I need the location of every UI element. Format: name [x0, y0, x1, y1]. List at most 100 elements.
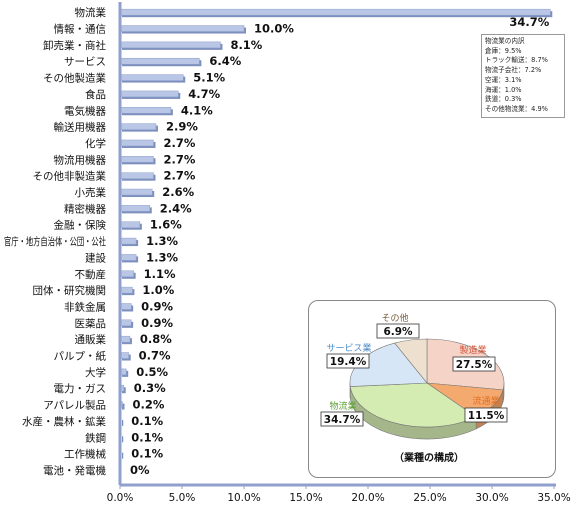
- note-line: トラック輸送：8.7%: [485, 56, 548, 65]
- pie-slice-name: サービス業: [326, 342, 371, 354]
- bar: [119, 8, 551, 16]
- value-label: 10.0%: [254, 22, 294, 36]
- bar-shadow: [122, 419, 124, 426]
- value-label: 0.3%: [134, 381, 166, 395]
- value-label: 0%: [130, 463, 150, 477]
- category-label: パルプ・紙: [54, 350, 107, 363]
- note-title: 物流業の内訳: [485, 37, 525, 45]
- pie-value-box: [320, 411, 364, 427]
- x-tick-label: 20.0%: [351, 492, 384, 504]
- category-label: 団体・研究機関: [33, 284, 107, 297]
- bar: [119, 107, 172, 114]
- category-label: 電力・ガス: [54, 382, 107, 395]
- industry-composition-pie-panel: 製造業 27.5% 流通業 11.5% 物流業 34.7% サービス業 19.4% その他 6.9…: [308, 300, 556, 478]
- category-label: 物流業: [75, 6, 107, 19]
- category-label: 通販業: [75, 333, 107, 346]
- bar: [119, 188, 153, 196]
- bar: [119, 156, 154, 163]
- pie-value-label: 11.5%: [468, 410, 505, 422]
- category-label: 物流用機器: [54, 153, 107, 166]
- category-label: 建設: [85, 251, 106, 264]
- value-label: 1.3%: [146, 250, 178, 264]
- category-label: 情報・通信: [54, 23, 107, 36]
- bar: [119, 254, 137, 261]
- x-tick-label: 25.0%: [413, 492, 446, 504]
- value-label: 34.7%: [509, 15, 549, 29]
- note-line: 空運：3.1%: [485, 75, 522, 84]
- value-label: 0.2%: [132, 398, 164, 412]
- bar: [119, 172, 154, 179]
- x-tick-label: 35.0%: [537, 492, 570, 504]
- note-line: その他物流業：4.9%: [485, 104, 548, 113]
- value-label: 1.0%: [142, 283, 174, 297]
- category-label: 工作機械: [64, 448, 106, 461]
- pie-title: （業種の構成）: [394, 451, 464, 464]
- note-line: 倉庫：9.5%: [485, 46, 522, 55]
- pie-value-box: [464, 407, 508, 423]
- category-label: その他製造業: [43, 72, 106, 85]
- pie-value-label: 34.7%: [324, 414, 361, 426]
- pie-value-label: 19.4%: [330, 356, 367, 368]
- logistics-breakdown-note: 物流業の内訳 倉庫：9.5% トラック輸送：8.7% 物流子会社：7.2% 空運…: [481, 34, 565, 118]
- bar: [119, 286, 133, 294]
- category-label: 小売業: [75, 186, 107, 199]
- value-label: 1.3%: [146, 234, 178, 248]
- bar-shadow: [122, 452, 124, 459]
- x-tick-label: 0.0%: [107, 492, 134, 504]
- value-label: 0.9%: [141, 316, 173, 330]
- x-tick-label: 10.0%: [227, 492, 260, 504]
- value-label: 0.1%: [131, 430, 163, 444]
- pie-slice: [394, 338, 428, 384]
- category-label: 卸売業・商社: [43, 39, 106, 52]
- pie-slice-name: 製造業: [459, 344, 486, 356]
- category-label: 鉄鋼: [85, 431, 106, 444]
- pie-slice-name: 流通業: [472, 395, 499, 407]
- bar: [119, 74, 184, 81]
- category-label: 金融・保険: [54, 219, 107, 232]
- category-label: 電気機器: [64, 104, 106, 117]
- pie-value-box: [376, 323, 420, 339]
- value-label: 0.9%: [141, 299, 173, 313]
- x-tick-label: 5.0%: [169, 492, 196, 504]
- category-label: 輸送用機器: [54, 121, 107, 134]
- value-label: 4.7%: [188, 87, 220, 101]
- industry-composition-pie: 製造業 27.5% 流通業 11.5% 物流業 34.7% サービス業 19.4% その他 6.9…: [320, 312, 508, 464]
- category-label: 電池・発電機: [43, 464, 106, 477]
- category-label: 官庁・地方自治体・公団・公社: [4, 235, 106, 248]
- value-label: 2.4%: [160, 201, 192, 215]
- note-line: 海運：1.0%: [485, 85, 522, 94]
- pie-value-box: [452, 356, 496, 372]
- category-label: サービス: [64, 56, 106, 68]
- bar: [119, 139, 154, 147]
- value-label: 1.1%: [144, 267, 176, 281]
- pie-slice: [349, 382, 477, 428]
- category-label: 食品: [85, 88, 106, 101]
- value-label: 0.7%: [139, 349, 171, 363]
- bar: [119, 90, 179, 98]
- category-label: 化学: [85, 137, 106, 150]
- x-tick-label: 30.0%: [475, 492, 508, 504]
- category-label: 水産・農林・鉱業: [22, 415, 106, 428]
- bar-shadow: [122, 403, 125, 410]
- value-label: 2.7%: [163, 136, 195, 150]
- pie-slice-name: 物流業: [329, 400, 356, 412]
- x-tick-label: 15.0%: [289, 492, 322, 504]
- category-label: アパレル製品: [43, 399, 106, 412]
- note-line: 鉄道：0.3%: [485, 95, 522, 104]
- pie-value-label: 6.9%: [383, 326, 413, 338]
- category-label: 医薬品: [75, 318, 107, 330]
- bar: [119, 270, 134, 278]
- bar: [119, 303, 132, 310]
- pie-slice-name: その他: [381, 312, 408, 324]
- bar: [119, 41, 221, 49]
- pie-value-box: [326, 353, 370, 369]
- value-label: 2.6%: [162, 185, 194, 199]
- value-label: 0.1%: [131, 414, 163, 428]
- category-label: 大学: [85, 366, 106, 379]
- bar-shadow: [122, 436, 124, 443]
- value-label: 6.4%: [209, 54, 241, 68]
- value-label: 2.7%: [163, 152, 195, 166]
- bar: [119, 319, 132, 327]
- note-line: 物流子会社：7.2%: [485, 66, 542, 75]
